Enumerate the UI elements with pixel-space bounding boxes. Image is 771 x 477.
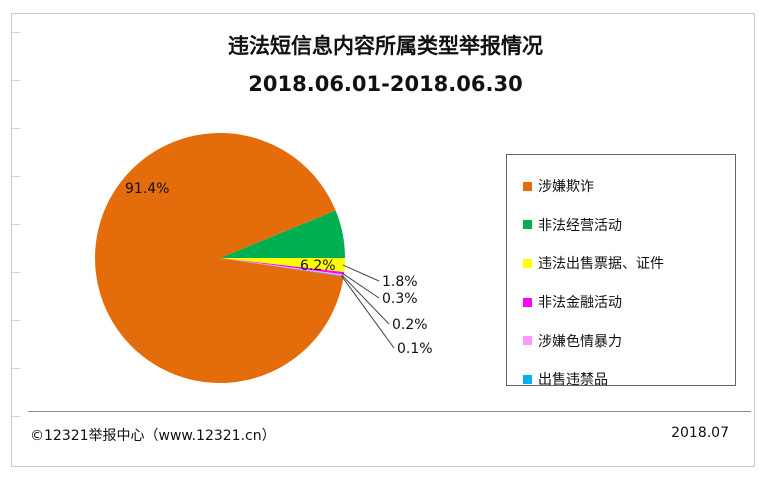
left-tick-marks — [12, 14, 20, 466]
data-label-3: 1.8% — [382, 274, 418, 290]
leader-line-5 — [341, 274, 390, 325]
legend-label: 出售违禁品 — [538, 372, 608, 389]
legend-label: 涉嫌色情暴力 — [538, 333, 622, 350]
chart-subtitle: 2018.06.01-2018.06.30 — [248, 72, 523, 96]
data-label-4: 0.3% — [382, 291, 418, 307]
legend-swatch — [523, 220, 532, 230]
pie-slice-4 — [220, 258, 345, 275]
chart-title: 违法短信息内容所属类型举报情况 — [228, 34, 543, 58]
data-label-1: 91.4% — [125, 181, 169, 197]
legend-swatch — [523, 374, 532, 384]
legend-label: 涉嫌欺诈 — [538, 179, 594, 196]
leader-line-4 — [341, 272, 380, 299]
leader-line-3 — [342, 264, 380, 282]
footer-source: ©12321举报中心（www.12321.cn） — [30, 428, 276, 444]
legend-label: 非法金融活动 — [538, 295, 622, 312]
legend-label: 违法出售票据、证件 — [538, 256, 664, 273]
legend-swatch — [523, 336, 532, 346]
pie-slice-1 — [95, 133, 344, 384]
footer-date: 2018.07 — [671, 425, 729, 441]
pie-slice-6 — [220, 258, 344, 277]
legend-label: 非法经营活动 — [538, 217, 622, 234]
legend-item-3: 违法出售票据、证件 — [523, 244, 735, 283]
legend-swatch — [523, 258, 532, 268]
legend-item-1: 涉嫌欺诈 — [523, 167, 735, 206]
legend-swatch — [523, 297, 532, 307]
legend-swatch — [523, 181, 532, 191]
data-label-6: 0.1% — [397, 341, 433, 357]
data-label-2: 6.2% — [300, 258, 336, 274]
legend-item-5: 涉嫌色情暴力 — [523, 321, 735, 360]
footer-divider — [28, 411, 751, 412]
data-label-5: 0.2% — [392, 317, 428, 333]
legend-item-2: 非法经营活动 — [523, 206, 735, 245]
pie-slice-5 — [220, 258, 344, 277]
legend-item-4: 非法金融活动 — [523, 283, 735, 322]
pie-slice-2 — [220, 210, 345, 258]
pie-slice-3 — [220, 258, 345, 273]
leader-line-6 — [341, 275, 395, 349]
legend-item-6: 出售违禁品 — [523, 360, 735, 399]
legend: 涉嫌欺诈非法经营活动违法出售票据、证件 非法金融活动 涉嫌色情暴力 出售违禁品 — [506, 154, 736, 388]
